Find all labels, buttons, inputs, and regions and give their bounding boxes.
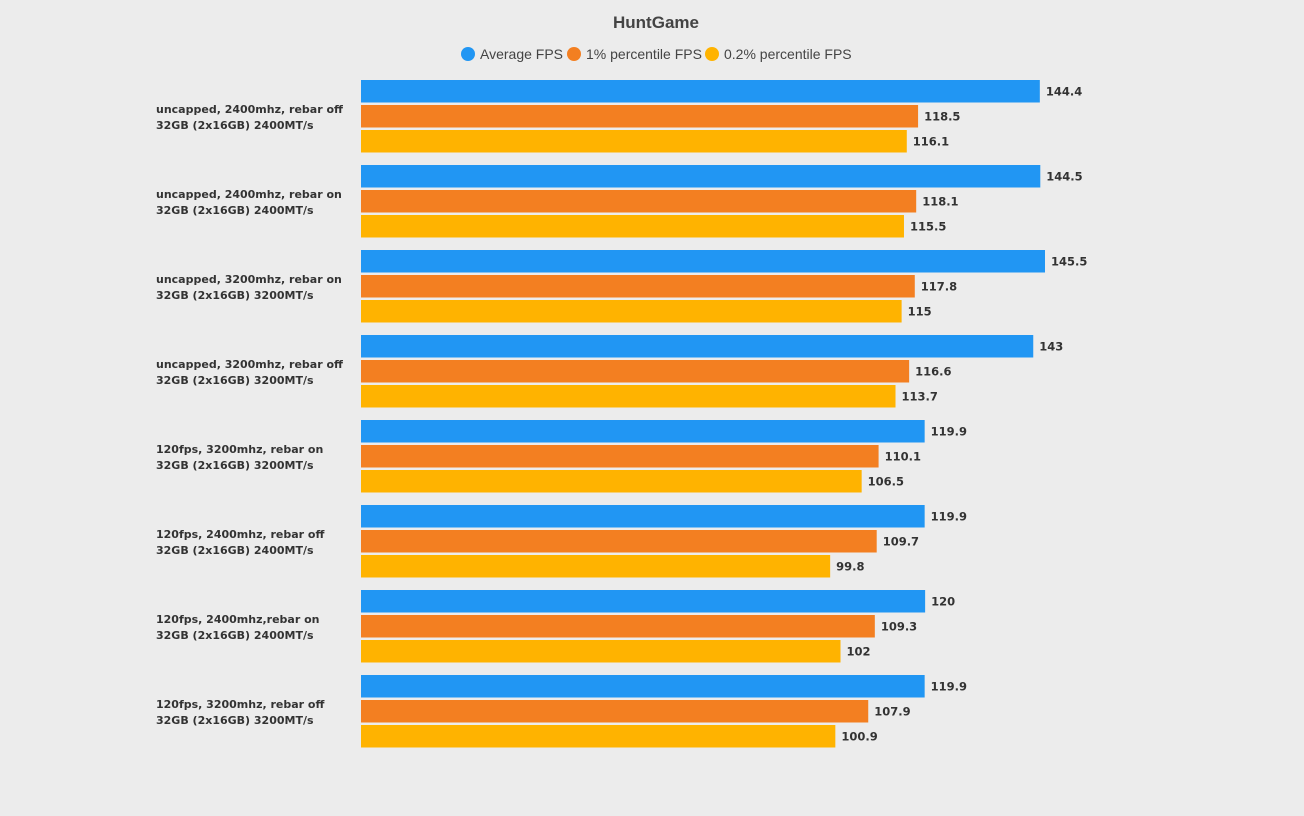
category-label-8-line-2: 32GB (2x16GB) 3200MT/s bbox=[156, 714, 314, 727]
category-label-3-line-2: 32GB (2x16GB) 3200MT/s bbox=[156, 289, 314, 302]
legend-label-2: 1% percentile FPS bbox=[586, 46, 702, 62]
category-label-7-line-1: 120fps, 2400mhz,rebar on bbox=[156, 613, 320, 626]
value-label-1-series-2: 118.5 bbox=[924, 109, 960, 123]
bar-3-series-1 bbox=[361, 250, 1045, 273]
value-label-7-series-2: 109.3 bbox=[881, 619, 917, 633]
bar-4-series-2 bbox=[361, 360, 910, 383]
value-label-6-series-3: 99.8 bbox=[836, 559, 864, 573]
category-label-1-line-1: uncapped, 2400mhz, rebar off bbox=[156, 103, 343, 116]
category-label-4-line-2: 32GB (2x16GB) 3200MT/s bbox=[156, 374, 314, 387]
bar-7-series-2 bbox=[361, 615, 875, 638]
value-label-8-series-2: 107.9 bbox=[874, 704, 910, 718]
value-label-5-series-1: 119.9 bbox=[931, 424, 967, 438]
category-label-6-line-1: 120fps, 2400mhz, rebar off bbox=[156, 528, 324, 541]
bars bbox=[361, 80, 1045, 748]
bar-8-series-1 bbox=[361, 675, 925, 698]
category-labels: uncapped, 2400mhz, rebar off 32GB (2x16GB… bbox=[156, 103, 343, 727]
category-label-8-line-1: 120fps, 3200mhz, rebar off bbox=[156, 698, 324, 711]
value-label-3-series-3: 115 bbox=[908, 304, 932, 318]
bar-4-series-1 bbox=[361, 335, 1034, 358]
category-label-3-line-1: uncapped, 3200mhz, rebar on bbox=[156, 273, 342, 286]
value-label-8-series-3: 100.9 bbox=[841, 729, 877, 743]
bar-2-series-3 bbox=[361, 215, 904, 238]
bar-4-series-3 bbox=[361, 385, 896, 408]
category-label-2-line-1: uncapped, 2400mhz, rebar on bbox=[156, 188, 342, 201]
value-label-5-series-2: 110.1 bbox=[885, 449, 921, 463]
category-label-5-line-1: 120fps, 3200mhz, rebar on bbox=[156, 443, 323, 456]
bar-7-series-3 bbox=[361, 640, 841, 663]
category-label-6-line-2: 32GB (2x16GB) 2400MT/s bbox=[156, 544, 314, 557]
legend-label-1: Average FPS bbox=[480, 46, 563, 62]
value-label-2-series-3: 115.5 bbox=[910, 219, 946, 233]
category-label-7-line-2: 32GB (2x16GB) 2400MT/s bbox=[156, 629, 314, 642]
value-label-2-series-2: 118.1 bbox=[922, 194, 958, 208]
bar-1-series-1 bbox=[361, 80, 1040, 103]
bar-5-series-2 bbox=[361, 445, 879, 468]
legend-marker-3 bbox=[705, 47, 719, 61]
legend: Average FPS 1% percentile FPS 0.2% percent… bbox=[461, 46, 852, 62]
value-label-1-series-1: 144.4 bbox=[1046, 84, 1082, 98]
legend-label-3: 0.2% percentile FPS bbox=[724, 46, 852, 62]
bar-1-series-3 bbox=[361, 130, 907, 153]
value-label-7-series-3: 102 bbox=[847, 644, 871, 658]
value-label-6-series-1: 119.9 bbox=[931, 509, 967, 523]
bar-6-series-1 bbox=[361, 505, 925, 528]
bar-8-series-3 bbox=[361, 725, 836, 748]
bar-2-series-1 bbox=[361, 165, 1041, 188]
bar-3-series-2 bbox=[361, 275, 915, 298]
value-label-6-series-2: 109.7 bbox=[883, 534, 919, 548]
value-label-4-series-3: 113.7 bbox=[902, 389, 938, 403]
bar-5-series-3 bbox=[361, 470, 862, 493]
bar-6-series-2 bbox=[361, 530, 877, 553]
legend-marker-1 bbox=[461, 47, 475, 61]
bar-6-series-3 bbox=[361, 555, 831, 578]
value-label-4-series-1: 143 bbox=[1039, 339, 1063, 353]
category-label-1-line-2: 32GB (2x16GB) 2400MT/s bbox=[156, 119, 314, 132]
bar-3-series-3 bbox=[361, 300, 902, 323]
bar-5-series-1 bbox=[361, 420, 925, 443]
bar-2-series-2 bbox=[361, 190, 917, 213]
category-label-2-line-2: 32GB (2x16GB) 2400MT/s bbox=[156, 204, 314, 217]
value-label-7-series-1: 120 bbox=[931, 594, 955, 608]
chart-title: HuntGame bbox=[613, 13, 699, 32]
category-label-4-line-1: uncapped, 3200mhz, rebar off bbox=[156, 358, 343, 371]
category-label-5-line-2: 32GB (2x16GB) 3200MT/s bbox=[156, 459, 314, 472]
value-label-3-series-1: 145.5 bbox=[1051, 254, 1087, 268]
bar-1-series-2 bbox=[361, 105, 919, 128]
value-label-4-series-2: 116.6 bbox=[915, 364, 951, 378]
value-label-1-series-3: 116.1 bbox=[913, 134, 949, 148]
bar-7-series-1 bbox=[361, 590, 926, 613]
value-label-2-series-1: 144.5 bbox=[1046, 169, 1082, 183]
value-label-5-series-3: 106.5 bbox=[868, 474, 904, 488]
value-labels: 144.4 118.5 116.1 144.5 118.1 115.5 145.5 117.8… bbox=[836, 84, 1087, 743]
bar-8-series-2 bbox=[361, 700, 869, 723]
value-label-3-series-2: 117.8 bbox=[921, 279, 957, 293]
legend-marker-2 bbox=[567, 47, 581, 61]
value-label-8-series-1: 119.9 bbox=[931, 679, 967, 693]
